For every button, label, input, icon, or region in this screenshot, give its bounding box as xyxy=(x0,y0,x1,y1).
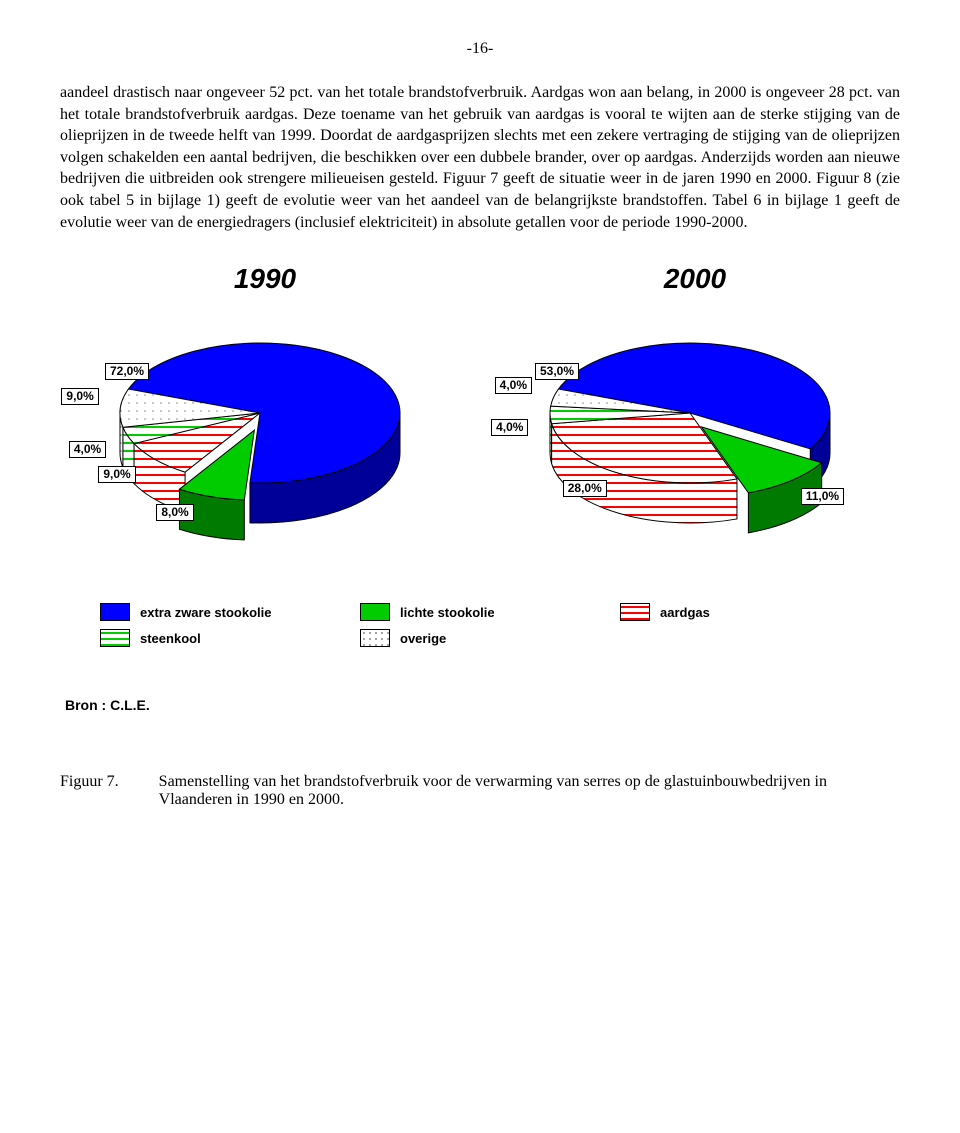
pie-slice-label: 53,0% xyxy=(535,363,579,380)
figure-caption: Figuur 7. Samenstelling van het brandsto… xyxy=(60,773,900,809)
legend-item: lichte stookolie xyxy=(360,603,560,621)
legend-item: steenkool xyxy=(100,629,300,647)
legend-swatch xyxy=(620,603,650,621)
figure-caption-label: Figuur 7. xyxy=(60,773,119,809)
chart-1990: 1990 72,0%8,0%9,0%4,0%9,0% xyxy=(85,263,445,563)
charts-row: 1990 72,0% 8,0% 9,0% 4,0% 9,0% 2000 53,0% 11,… xyxy=(60,263,900,563)
legend-label: lichte stookolie xyxy=(400,605,495,620)
legend-label: extra zware stookolie xyxy=(140,605,272,620)
chart-1990-title: 1990 xyxy=(234,263,296,295)
chart-2000: 2000 53,0%11,0%28,0%4,0%4,0% xyxy=(515,263,875,563)
chart-1990-canvas: 72,0%8,0%9,0%4,0%9,0% xyxy=(85,303,445,563)
figure-caption-text: Samenstelling van het brandstofverbruik … xyxy=(159,773,900,809)
legend-label: aardgas xyxy=(660,605,710,620)
pie-slice-label: 9,0% xyxy=(61,388,98,405)
legend-swatch xyxy=(100,603,130,621)
legend-swatch xyxy=(100,629,130,647)
pie-slice-label: 72,0% xyxy=(105,363,149,380)
legend-swatch xyxy=(360,629,390,647)
pie-slice-label: 11,0% xyxy=(801,488,844,505)
legend: extra zware stookolie lichte stookolie aar… xyxy=(100,603,900,647)
pie-slice-label: 4,0% xyxy=(495,377,532,394)
source-line: Bron : C.L.E. xyxy=(65,697,900,713)
pie-slice-label: 9,0% xyxy=(98,466,135,483)
body-paragraph: aandeel drastisch naar ongeveer 52 pct. … xyxy=(60,82,900,233)
legend-swatch xyxy=(360,603,390,621)
pie-slice-label: 4,0% xyxy=(491,419,528,436)
chart-2000-canvas: 53,0%11,0%28,0%4,0%4,0% xyxy=(515,303,875,563)
legend-item: aardgas xyxy=(620,603,820,621)
legend-label: overige xyxy=(400,631,446,646)
legend-label: steenkool xyxy=(140,631,201,646)
legend-item: overige xyxy=(360,629,560,647)
chart-2000-title: 2000 xyxy=(664,263,726,295)
pie-slice-label: 28,0% xyxy=(563,480,607,497)
pie-slice-label: 8,0% xyxy=(156,504,193,521)
page-number: -16- xyxy=(60,40,900,58)
pie-slice-label: 4,0% xyxy=(69,441,106,458)
legend-item: extra zware stookolie xyxy=(100,603,300,621)
